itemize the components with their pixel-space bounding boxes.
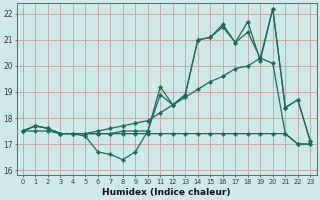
X-axis label: Humidex (Indice chaleur): Humidex (Indice chaleur) bbox=[102, 188, 231, 197]
